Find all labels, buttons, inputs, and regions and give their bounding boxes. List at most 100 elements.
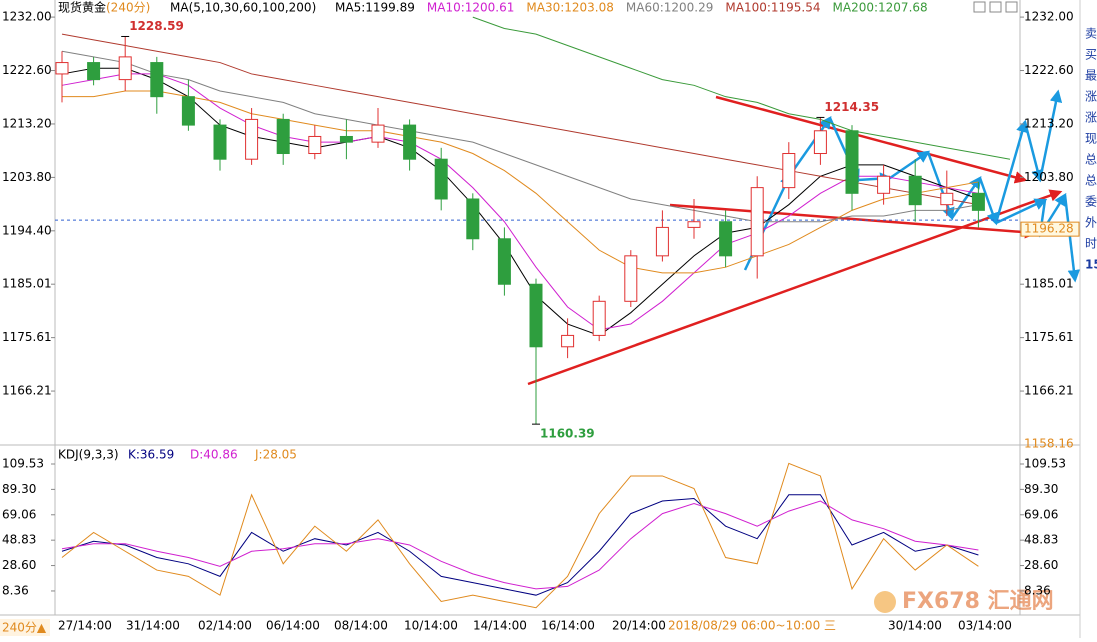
candle-body [245, 118, 259, 160]
x-tick-label: 06/14:00 [266, 619, 320, 633]
candle-body [150, 62, 164, 98]
kdj-j: J:28.05 [254, 448, 297, 462]
ma-line [61, 67, 979, 336]
ma-line [472, 16, 1011, 160]
arrow [995, 198, 1048, 225]
x-tick-label: 16/14:00 [541, 619, 595, 633]
y-tick-label: 1213.20 [2, 116, 52, 130]
y-tick-label-right: 89.30 [1024, 482, 1058, 496]
ma-spec: MA(5,10,30,60,100,200) [170, 1, 316, 15]
side-label: 外 [1085, 216, 1097, 230]
arrow [1063, 194, 1081, 283]
candle-body [845, 130, 859, 194]
y-tick-label: 1185.01 [2, 277, 52, 291]
side-label: 总 [1085, 174, 1097, 188]
y-tick-label: 1203.80 [2, 170, 52, 184]
trend-line [715, 95, 1028, 184]
y-tick-label-right: 1185.01 [1024, 277, 1074, 291]
candle-body [529, 283, 543, 348]
axis-low-label: 1158.16 [1024, 437, 1074, 451]
trend-line [669, 203, 1038, 239]
period: (240分) [106, 1, 150, 15]
symbol: 现货黄金 [58, 0, 106, 15]
y-tick-label: 109.53 [2, 456, 44, 470]
candle-body [940, 192, 954, 206]
candle-body [118, 56, 132, 81]
candle-body [276, 118, 290, 155]
candle-body [87, 62, 101, 81]
candle-body [213, 124, 227, 160]
price-label: 1196.28 [1024, 222, 1074, 236]
watermark: FX678 汇通网 [902, 589, 1054, 614]
price-box [1020, 221, 1080, 237]
kdj-d: D:40.86 [190, 448, 238, 462]
y-tick-label: 48.83 [2, 533, 36, 547]
side-label: 卖 [1085, 27, 1097, 41]
ma-value: MA5:1199.89 [335, 1, 415, 15]
annotation: 1160.39 [540, 427, 595, 441]
trend-lines [527, 95, 1063, 386]
ma-value: MA60:1200.29 [626, 1, 714, 15]
candle-body [466, 198, 480, 240]
y-tick-label-right: 109.53 [1024, 456, 1066, 470]
candle-body [561, 334, 575, 348]
x-tick-label: 20/14:00 [612, 619, 666, 633]
candle-body [181, 96, 195, 126]
annotation: 1228.59 [129, 19, 184, 33]
candle-body [813, 130, 827, 155]
period-tag[interactable]: 240分▲ [2, 621, 47, 635]
candle-body [339, 135, 353, 143]
period-tag-bg[interactable] [0, 619, 50, 636]
y-tick-label-right: 28.60 [1024, 558, 1058, 572]
x-tick-label: 08/14:00 [334, 619, 388, 633]
arrow [994, 119, 1029, 224]
ma-line [61, 33, 979, 206]
y-tick-label-right: 1203.80 [1024, 170, 1074, 184]
arrow [1023, 121, 1044, 183]
y-tick-label: 8.36 [2, 583, 29, 597]
trend-line [527, 189, 1063, 386]
candle-body [908, 175, 922, 206]
icon[interactable] [989, 1, 1002, 13]
y-tick-label-right: 1232.00 [1024, 10, 1074, 24]
x-tick-label: 27/14:00 [58, 619, 112, 633]
side-label: 总 [1085, 153, 1097, 167]
y-tick-label: 1222.60 [2, 63, 52, 77]
icon[interactable] [1005, 1, 1018, 13]
side-label: 15 [1085, 258, 1097, 272]
ma-value: MA10:1200.61 [427, 1, 515, 15]
x-tick-label: 14/14:00 [473, 619, 527, 633]
arrow [788, 115, 832, 176]
y-tick-label-right: 1213.20 [1024, 116, 1074, 130]
candle-body [655, 226, 669, 257]
side-label: 最 [1085, 69, 1097, 83]
watermark-logo [874, 591, 896, 613]
candle-body [782, 153, 796, 189]
toolbar-icons[interactable] [973, 1, 1018, 13]
y-tick-label-right: 8.36 [1024, 583, 1051, 597]
candle-body [497, 238, 511, 285]
side-label: 涨 [1085, 110, 1097, 125]
x-tick-label: 02/14:00 [198, 619, 252, 633]
y-tick-label-right: 48.83 [1024, 533, 1058, 547]
cursor-time: 2018/08/29 06:00~10:00 三 [668, 619, 836, 633]
ma-line [62, 90, 979, 274]
y-tick-label-right: 1166.21 [1024, 384, 1074, 398]
icon[interactable] [973, 1, 986, 13]
kdj-line [61, 494, 979, 596]
candle-body [592, 300, 606, 336]
ma-value: MA200:1207.68 [833, 1, 928, 15]
candle-body [971, 192, 985, 211]
side-label: 委 [1085, 195, 1097, 209]
candle-body [55, 62, 69, 75]
candle-body [687, 221, 701, 228]
candle-body [719, 221, 733, 257]
candle-body [308, 135, 322, 155]
x-tick-label: 31/14:00 [126, 619, 180, 633]
ma-line [61, 73, 979, 331]
ma-value: MA100:1195.54 [725, 1, 820, 15]
side-label: 买 [1085, 48, 1097, 62]
candle-body [624, 255, 638, 302]
y-tick-label: 1232.00 [2, 10, 52, 24]
